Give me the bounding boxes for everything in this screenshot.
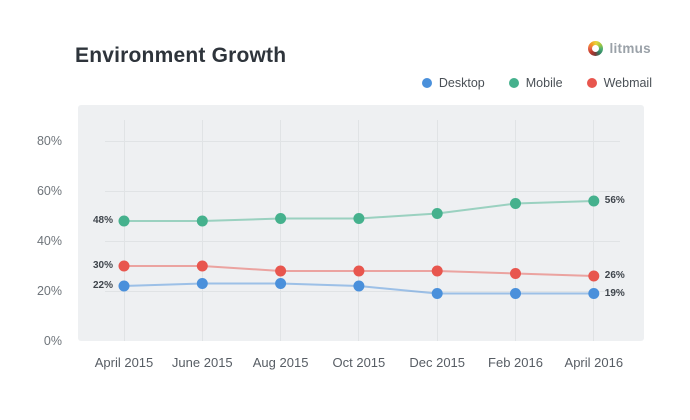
litmus-logo-icon: [588, 41, 604, 56]
v-gridline: [280, 120, 282, 341]
y-tick-label: 20%: [36, 284, 62, 298]
page-title: Environment Growth: [75, 44, 287, 67]
x-tick-label: Aug 2015: [252, 355, 309, 370]
y-tick-label: 60%: [36, 184, 62, 198]
legend-item-webmail[interactable]: Webmail: [586, 76, 652, 90]
h-gridline: [105, 191, 620, 192]
data-point-mobile-4[interactable]: [431, 208, 443, 219]
legend-dot-icon: [421, 78, 432, 88]
data-point-mobile-2[interactable]: [275, 213, 287, 224]
data-point-webmail-6[interactable]: [588, 270, 600, 282]
v-gridline: [515, 120, 516, 341]
data-point-desktop-2[interactable]: [275, 278, 287, 289]
point-value-label-end-webmail: 26%: [604, 270, 625, 281]
y-tick-label: 0%: [43, 334, 62, 348]
v-gridline: [201, 120, 203, 341]
h-gridline: [105, 141, 620, 142]
data-point-webmail-4[interactable]: [431, 265, 443, 277]
data-point-desktop-1[interactable]: [196, 278, 208, 289]
data-point-webmail-0[interactable]: [118, 260, 130, 272]
data-point-mobile-6[interactable]: [588, 195, 600, 207]
x-tick-label: Oct 2015: [332, 355, 386, 370]
legend-label: Webmail: [603, 76, 652, 90]
legend-item-mobile[interactable]: Mobile: [508, 76, 563, 90]
litmus-logo-text: litmus: [609, 41, 651, 56]
data-point-mobile-0[interactable]: [118, 215, 130, 227]
data-point-desktop-5[interactable]: [510, 288, 521, 299]
plot-area: 22% 19% 48% 56% 30% 26%: [78, 105, 644, 341]
x-tick-label: Dec 2015: [409, 355, 466, 370]
y-tick-label: 40%: [36, 234, 62, 248]
point-value-label-start-webmail: 30%: [92, 260, 113, 271]
x-tick-label: April 2015: [94, 355, 154, 370]
data-point-mobile-5[interactable]: [510, 198, 521, 209]
x-tick-label: June 2015: [171, 355, 233, 370]
v-gridline: [593, 120, 595, 341]
legend-item-desktop[interactable]: Desktop: [421, 76, 485, 90]
x-tick-label: Feb 2016: [488, 355, 543, 370]
point-value-label-start-desktop: 22%: [92, 280, 113, 291]
legend-dot-icon: [508, 78, 519, 88]
point-value-label-end-desktop: 19%: [604, 287, 625, 299]
data-point-desktop-6[interactable]: [588, 288, 600, 299]
data-point-desktop-0[interactable]: [118, 280, 130, 292]
point-value-label-start-mobile: 48%: [92, 215, 113, 226]
h-gridline: [105, 241, 620, 242]
point-value-label-end-mobile: 56%: [604, 195, 625, 206]
data-point-webmail-5[interactable]: [510, 268, 521, 279]
legend-dot-icon: [586, 78, 597, 88]
data-point-mobile-3[interactable]: [353, 213, 365, 224]
v-gridline: [123, 120, 125, 341]
litmus-logo: litmus: [588, 41, 651, 56]
x-tick-label: April 2016: [564, 355, 624, 370]
chart-legend: Desktop Mobile Webmail: [421, 76, 652, 90]
y-axis: 80% 60% 40% 20% 0%: [0, 0, 62, 420]
data-point-webmail-3[interactable]: [353, 265, 365, 277]
legend-label: Desktop: [438, 76, 485, 90]
v-gridline: [436, 120, 438, 341]
legend-label: Mobile: [525, 76, 563, 90]
data-point-mobile-1[interactable]: [196, 215, 208, 227]
data-point-desktop-3[interactable]: [353, 280, 365, 292]
data-point-webmail-2[interactable]: [275, 265, 287, 277]
y-tick-label: 80%: [36, 134, 62, 148]
data-point-desktop-4[interactable]: [431, 288, 443, 299]
data-point-webmail-1[interactable]: [196, 260, 208, 272]
x-axis: April 2015 June 2015 Aug 2015 Oct 2015 Dec 2…: [0, 355, 690, 375]
h-gridline: [105, 291, 620, 292]
v-gridline: [358, 120, 360, 341]
